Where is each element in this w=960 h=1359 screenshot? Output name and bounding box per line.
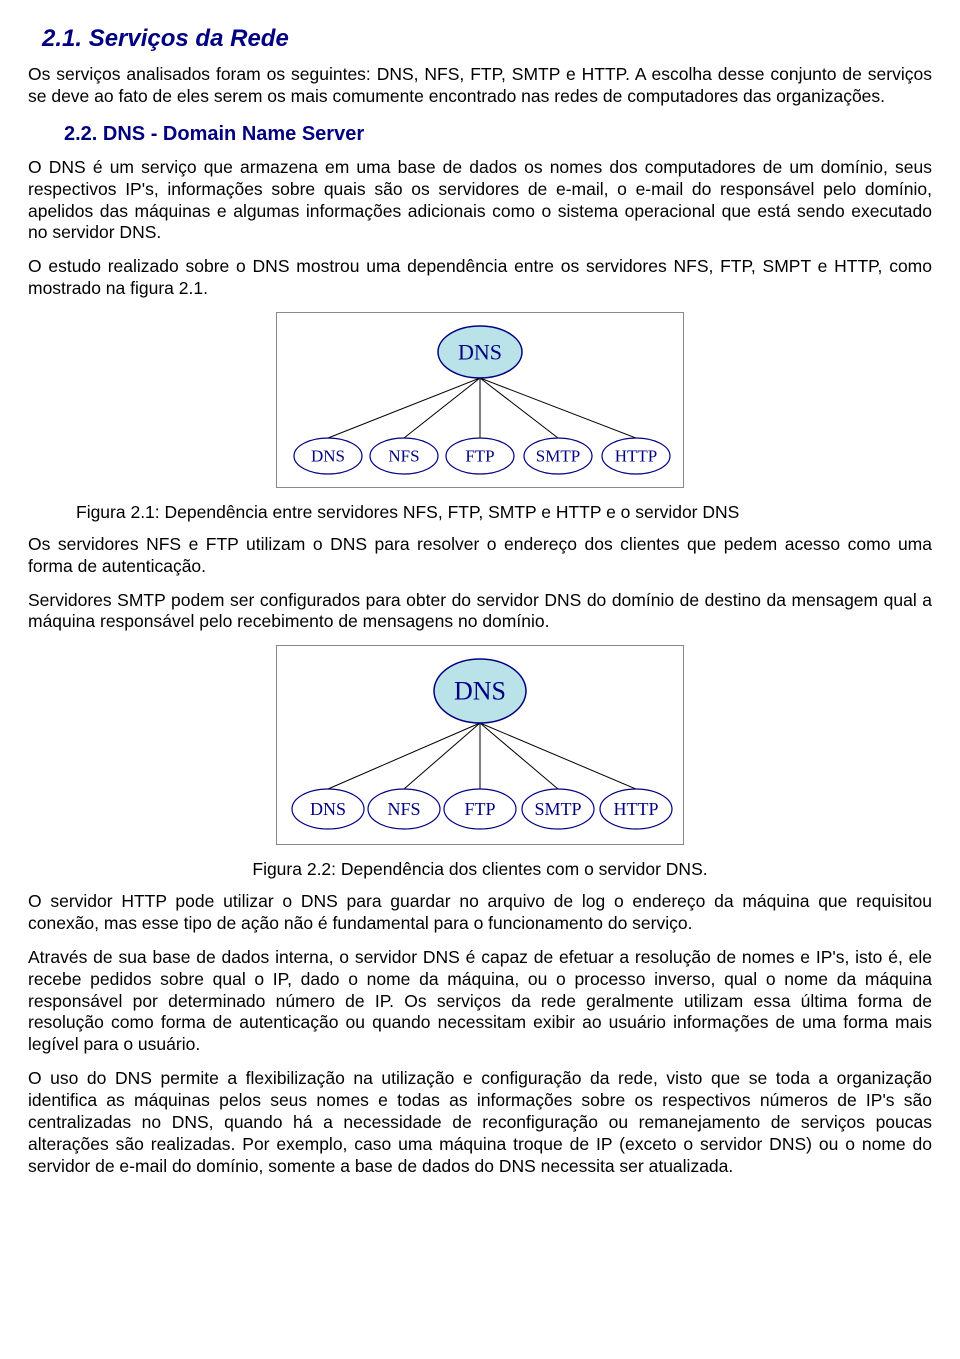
- svg-text:DNS: DNS: [311, 447, 345, 466]
- svg-text:SMTP: SMTP: [534, 799, 581, 819]
- dns-tree-diagram-1: DNS DNS NFS FTP SMTP HTTP: [280, 316, 680, 484]
- svg-text:NFS: NFS: [388, 447, 419, 466]
- svg-text:NFS: NFS: [387, 799, 420, 819]
- figure-caption-2-1: Figura 2.1: Dependência entre servidores…: [28, 502, 932, 524]
- figure-2-1: DNS DNS NFS FTP SMTP HTTP: [28, 312, 932, 494]
- svg-text:HTTP: HTTP: [615, 447, 658, 466]
- paragraph: Os servidores NFS e FTP utilizam o DNS p…: [28, 534, 932, 578]
- svg-text:DNS: DNS: [458, 340, 502, 365]
- svg-text:FTP: FTP: [465, 447, 494, 466]
- svg-text:DNS: DNS: [454, 677, 506, 706]
- paragraph: Servidores SMTP podem ser configurados p…: [28, 590, 932, 634]
- paragraph: O uso do DNS permite a flexibilização na…: [28, 1068, 932, 1177]
- figure-caption-2-2: Figura 2.2: Dependência dos clientes com…: [28, 859, 932, 881]
- svg-text:DNS: DNS: [310, 799, 346, 819]
- svg-text:HTTP: HTTP: [614, 799, 659, 819]
- figure-2-2: DNS DNS NFS FTP SMTP HTTP: [28, 645, 932, 851]
- figure-frame: DNS DNS NFS FTP SMTP HTTP: [276, 312, 684, 488]
- heading-dns: 2.2. DNS - Domain Name Server: [28, 122, 932, 147]
- paragraph: O DNS é um serviço que armazena em uma b…: [28, 157, 932, 245]
- dns-tree-diagram-2: DNS DNS NFS FTP SMTP HTTP: [280, 649, 680, 841]
- figure-frame: DNS DNS NFS FTP SMTP HTTP: [276, 645, 684, 845]
- paragraph: O estudo realizado sobre o DNS mostrou u…: [28, 256, 932, 300]
- paragraph: Os serviços analisados foram os seguinte…: [28, 64, 932, 108]
- heading-servicos-rede: 2.1. Serviços da Rede: [28, 24, 932, 54]
- svg-text:FTP: FTP: [464, 799, 495, 819]
- svg-text:SMTP: SMTP: [536, 447, 580, 466]
- paragraph: Através de sua base de dados interna, o …: [28, 947, 932, 1056]
- paragraph: O servidor HTTP pode utilizar o DNS para…: [28, 891, 932, 935]
